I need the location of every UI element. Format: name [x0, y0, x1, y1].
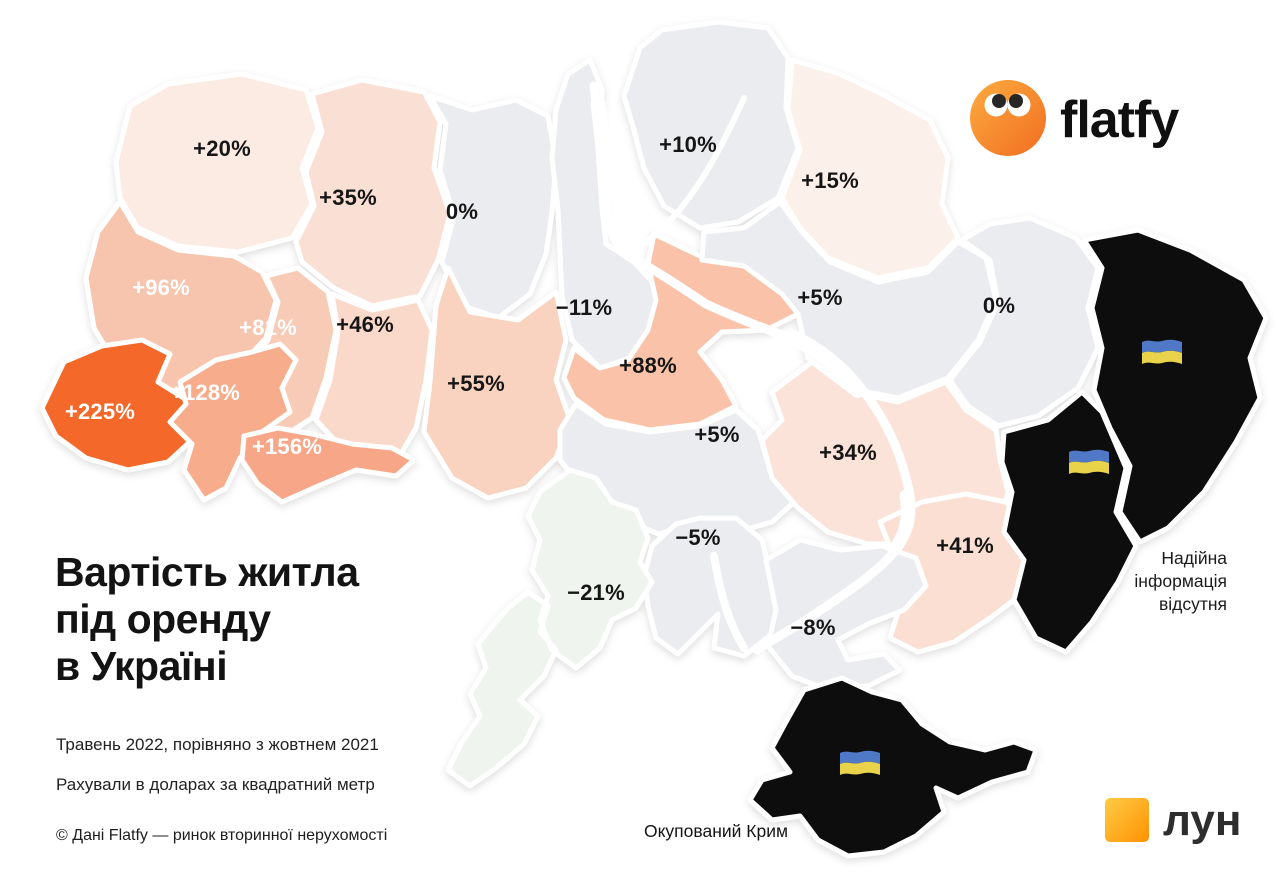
lun-logo: лун: [1105, 796, 1241, 845]
dnieper-river: [589, 81, 916, 655]
region-value-sumy: +15%: [801, 168, 859, 193]
ukraine-flag-icon: [840, 750, 880, 775]
region-volyn: [113, 71, 321, 255]
copyright-note: © Дані Flatfy — ринок вторинної нерухомо…: [56, 827, 388, 844]
crimea-annotation: Окупований Крим: [643, 821, 789, 841]
river-kakhovka-reservoir: [887, 489, 914, 557]
region-value-odesa: −21%: [567, 580, 625, 605]
region-value-vinnytsia: +55%: [447, 371, 505, 396]
flatfy-face-icon: [970, 80, 1046, 156]
river-bug-estuary: [710, 552, 748, 652]
region-crimea: [747, 675, 1039, 859]
no-data-line-3: відсутня: [1158, 594, 1227, 614]
no-data-line-1: Надійна: [1161, 548, 1227, 568]
note-method: Рахували в доларах за квадратний метр: [56, 775, 375, 794]
region-value-volyn: +20%: [193, 136, 251, 161]
lun-square-icon: [1105, 798, 1149, 842]
region-value-dnipro: +34%: [819, 440, 877, 465]
region-value-poltava: +5%: [797, 285, 842, 310]
river-desna: [639, 95, 747, 249]
flatfy-wordmark: flatfy: [1060, 91, 1179, 149]
region-value-zaporizhzhia: +41%: [936, 533, 994, 558]
region-kherson: [763, 537, 929, 693]
region-value-kyiv: −11%: [556, 295, 612, 320]
region-value-ivano_frankivsk: +128%: [170, 380, 240, 405]
region-odesa: [445, 467, 655, 789]
region-value-chernihiv: +10%: [659, 132, 717, 157]
regions-layer: [39, 19, 1269, 859]
no-data-line-2: інформація: [1134, 571, 1227, 591]
note-period: Травень 2022, порівняно з жовтнем 2021: [56, 735, 379, 754]
region-value-chernivtsi: +156%: [252, 434, 322, 459]
region-value-mykolaiv: −5%: [675, 525, 720, 550]
ukraine-flag-icon: [1069, 449, 1109, 474]
flatfy-logo: flatfy: [970, 80, 1180, 156]
region-value-zhytomyr: 0%: [446, 199, 478, 224]
region-poltava: [699, 199, 999, 401]
title-line-3: в Україні: [55, 643, 228, 689]
region-value-khmelnytskyi: +46%: [336, 312, 394, 337]
ukraine-flag-icon: [1142, 339, 1182, 364]
region-labels-layer: +20% +35% 0% −11% +10% +15% +96% +81% +46% +55% +8…: [65, 132, 1182, 775]
lun-wordmark: лун: [1163, 796, 1241, 845]
page-title: Вартість житла під оренду в Україні: [55, 549, 359, 690]
region-value-zakarpattia: +225%: [65, 399, 135, 424]
region-mykolaiv: [641, 515, 791, 659]
region-value-kharkiv: 0%: [983, 293, 1015, 318]
region-value-cherkasy: +88%: [619, 353, 677, 378]
region-luhansk: [1081, 227, 1269, 545]
region-value-kirovohrad: +5%: [694, 422, 739, 447]
region-value-kherson: −8%: [790, 615, 835, 640]
title-line-2: під оренду: [55, 596, 271, 642]
title-line-1: Вартість житла: [55, 549, 359, 595]
no-data-annotation: Надійна інформація відсутня: [1134, 547, 1227, 616]
region-value-lviv: +96%: [132, 275, 190, 300]
region-chernivtsi: [239, 425, 417, 505]
river-kremenchuk-reservoir: [786, 330, 866, 398]
region-sumy: [779, 57, 961, 281]
region-value-ternopil: +81%: [239, 315, 297, 340]
region-chernihiv: [621, 19, 801, 231]
region-value-rivne: +35%: [319, 185, 377, 210]
region-kharkiv: [947, 215, 1101, 429]
river-kyiv-reservoir: [590, 96, 614, 196]
region-zhytomyr: [427, 93, 559, 321]
region-rivne: [293, 77, 453, 309]
